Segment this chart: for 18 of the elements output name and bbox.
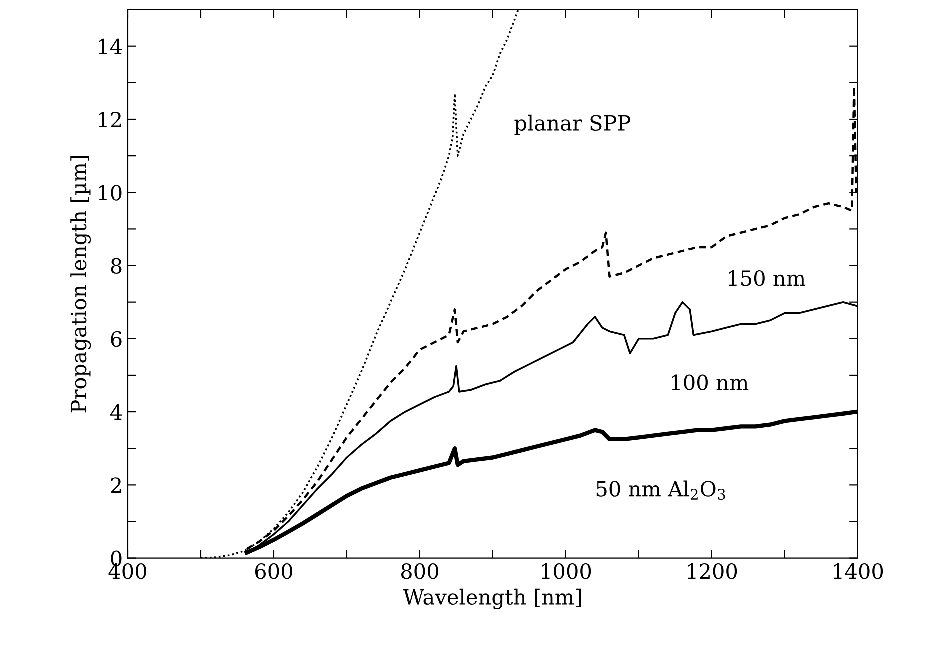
x-tick-label: 1200 (688, 564, 738, 580)
y-tick-label: 14 (99, 38, 122, 54)
y-tick-label: 4 (110, 404, 122, 420)
y-tick-label: 10 (99, 185, 122, 201)
annotation: planar SPP (514, 114, 631, 136)
y-tick-label: 6 (111, 331, 122, 348)
x-axis-title: Wavelength [nm] (403, 588, 582, 610)
y-tick-label: 12 (99, 112, 122, 128)
annotation: 100 nm (672, 374, 749, 390)
annotation: 150 nm (729, 270, 806, 286)
y-tick-label: 8 (111, 258, 122, 274)
x-tick-label: 1000 (542, 564, 592, 580)
annotation: 50 nm Al$_{2}$O$_{3}$ (596, 480, 726, 500)
x-tick-label: 600 (255, 564, 292, 580)
x-tick-label: 800 (401, 564, 438, 580)
x-tick-label: 1400 (834, 564, 884, 580)
y-tick-label: 2 (111, 478, 122, 494)
y-axis-title: Propagation length [µm] (70, 156, 92, 413)
